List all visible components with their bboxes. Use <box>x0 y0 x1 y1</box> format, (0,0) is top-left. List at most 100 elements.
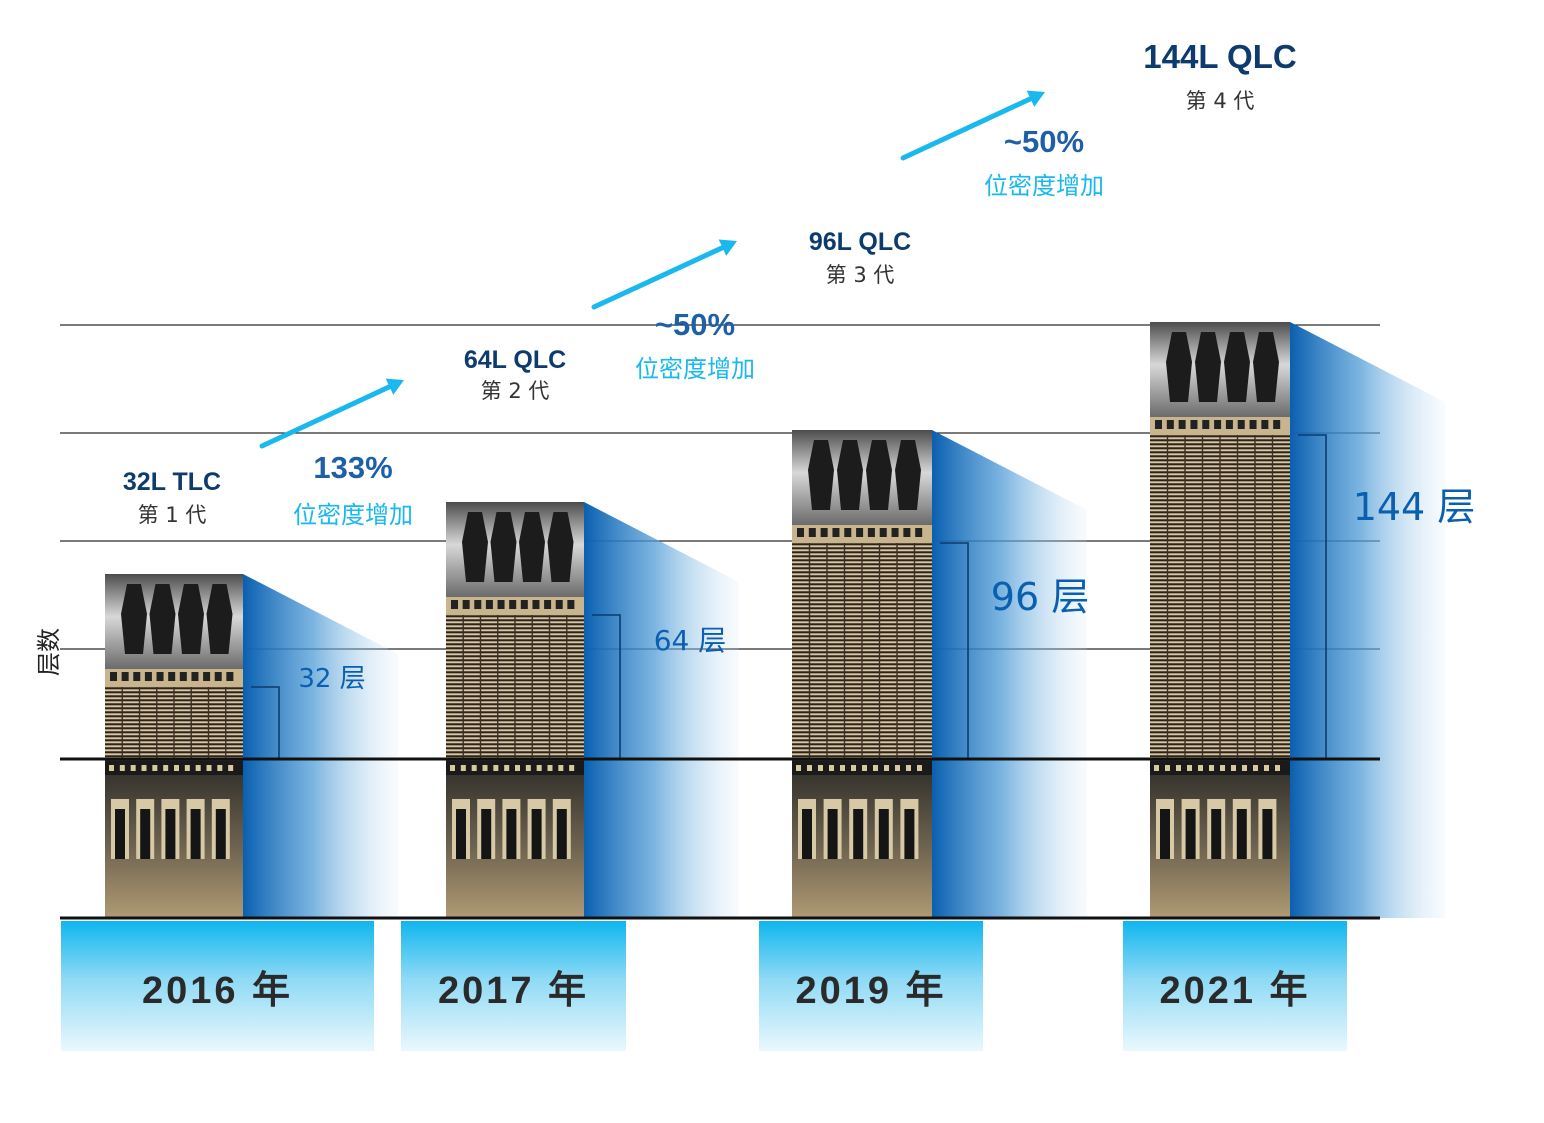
arrow-head <box>385 378 404 395</box>
arrow-shaft <box>900 96 1033 161</box>
generation-label: 第 2 代 <box>481 379 550 403</box>
contact-pin <box>462 600 470 609</box>
increase-value: ~50% <box>1004 124 1084 159</box>
product-label: 64L QLC <box>464 346 566 374</box>
transistor-gate <box>853 809 864 859</box>
cap-tooth <box>837 440 863 510</box>
contact-pin <box>156 672 164 681</box>
year-tile: 2021 年 <box>1123 921 1347 1051</box>
contact-pin <box>797 528 804 537</box>
logic-pin <box>130 765 136 771</box>
transistor-gate <box>904 809 915 859</box>
year-tile-bg <box>401 921 626 1051</box>
logic-pin <box>1165 765 1170 771</box>
cap-tooth <box>178 584 204 654</box>
contact-pin <box>903 528 911 537</box>
logic-pin <box>807 765 812 771</box>
baselines <box>60 757 1380 920</box>
increase-arrow <box>900 90 1045 161</box>
logic-pin <box>163 765 169 771</box>
logic-pin <box>152 765 158 771</box>
contact-pin <box>1273 420 1281 429</box>
logic-pin <box>525 765 531 771</box>
logic-pin <box>119 765 125 771</box>
contact-pin <box>1237 420 1245 429</box>
logic-pin <box>228 765 234 771</box>
logic-pin <box>206 765 212 771</box>
cap-tooth <box>1195 332 1221 402</box>
logic-pin <box>569 765 575 771</box>
arrow-head <box>1026 90 1045 107</box>
logic-pin <box>141 765 147 771</box>
logic-pin <box>109 765 114 771</box>
year-tile: 2016 年 <box>61 921 374 1051</box>
generation-label: 第 1 代 <box>138 503 207 527</box>
logic-pin <box>873 765 878 771</box>
contact-pin <box>509 600 517 609</box>
logic-pin <box>184 765 190 771</box>
transistor-gate <box>878 809 889 859</box>
contact-pin <box>808 528 816 537</box>
logic-pin <box>829 765 834 771</box>
bar-wedge <box>1290 322 1445 918</box>
cap-tooth <box>490 512 517 582</box>
contact-pin <box>1225 420 1233 429</box>
logic-pin <box>1176 765 1181 771</box>
contact-pin <box>1155 420 1162 429</box>
transistor-gate <box>506 809 517 859</box>
contact-pin <box>532 600 540 609</box>
increase-arrow <box>259 378 404 449</box>
transistor-gate <box>827 809 838 859</box>
generation-label: 第 3 代 <box>826 263 895 287</box>
bar-wedge <box>243 574 398 918</box>
cap-tooth <box>519 512 545 582</box>
logic-pin <box>862 765 867 771</box>
contact-pin <box>891 528 899 537</box>
logic-pin <box>493 765 499 771</box>
y-axis-label: 层数 <box>35 628 63 676</box>
generation-label: 第 4 代 <box>1186 89 1255 113</box>
bar-column <box>446 502 584 918</box>
increase-label: 位密度增加 <box>984 172 1104 200</box>
logic-pin <box>895 765 900 771</box>
logic-pin <box>1220 765 1225 771</box>
logic-pin <box>1253 765 1258 771</box>
year-tile-bg <box>759 921 983 1051</box>
contact-pin <box>1166 420 1174 429</box>
increase-value: ~50% <box>655 307 735 342</box>
cap-tooth <box>808 440 834 510</box>
year-label: 2017 年 <box>438 970 589 1012</box>
transistor-gate <box>531 809 542 859</box>
transistor-gate <box>481 809 492 859</box>
contact-pin <box>451 600 458 609</box>
bar-column <box>1150 322 1290 918</box>
cap-tooth <box>149 584 176 654</box>
contact-pin <box>1202 420 1210 429</box>
arrow-shaft <box>259 384 392 449</box>
cap-tooth <box>462 512 488 582</box>
increase-value: 133% <box>313 450 392 485</box>
transistor-gate <box>1185 809 1196 859</box>
transistor-gate <box>802 809 812 859</box>
transistor-gate <box>115 809 125 859</box>
cap-tooth <box>866 440 892 510</box>
logic-pin <box>174 765 179 771</box>
product-label: 144L QLC <box>1143 38 1296 75</box>
contact-pin <box>121 672 129 681</box>
logic-pin <box>558 765 564 771</box>
contact-pin <box>191 672 199 681</box>
bar-wedge <box>932 430 1087 918</box>
increase-label: 位密度增加 <box>635 355 755 383</box>
year-tile-bg <box>1123 921 1347 1051</box>
arrow-shaft <box>591 245 725 310</box>
cap-tooth <box>1253 332 1279 402</box>
product-label: 32L TLC <box>123 468 221 496</box>
transistor-gate <box>190 809 201 859</box>
contact-pin <box>497 600 505 609</box>
increase-arrow <box>591 239 737 310</box>
contact-pin <box>820 528 828 537</box>
increase-label: 位密度增加 <box>293 501 413 529</box>
contact-pin <box>133 672 141 681</box>
transistor-gate <box>1262 809 1273 859</box>
